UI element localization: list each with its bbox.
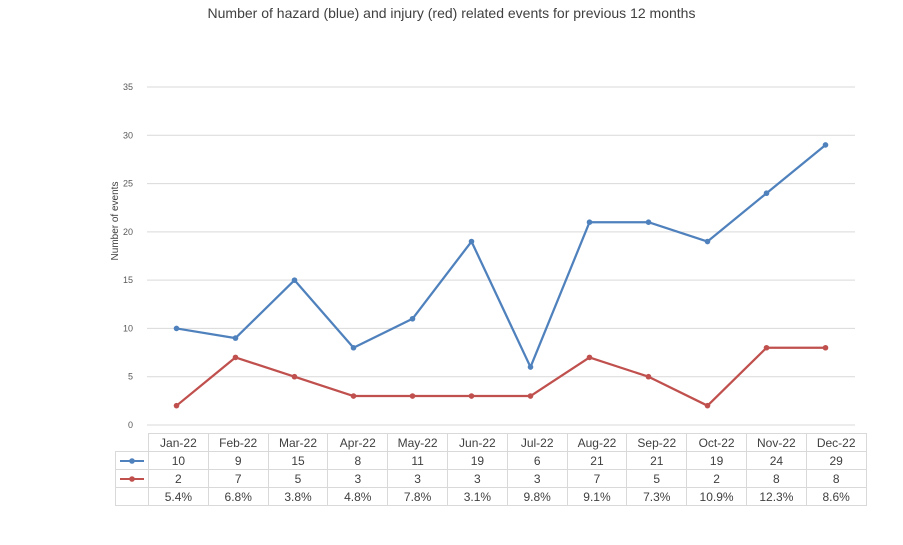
- data-point: [409, 315, 416, 322]
- table-cell: 9.1%: [566, 487, 628, 506]
- table-cell: Sep-22: [626, 433, 688, 452]
- data-point: [232, 354, 239, 361]
- y-tick-label: 5: [128, 372, 133, 382]
- table-cell: 15: [267, 451, 329, 470]
- table-series-row-1: 10 9 15 8 11 19 6 21 21 19 24 29: [115, 451, 867, 470]
- table-cell: 21: [566, 451, 628, 470]
- table-cell: 5: [267, 469, 329, 488]
- table-cell: 19: [446, 451, 508, 470]
- legend-key-cell: [115, 487, 149, 506]
- legend-key-cell: [115, 469, 149, 488]
- table-cell: Jan-22: [148, 433, 209, 452]
- table-cell: 6.8%: [207, 487, 269, 506]
- table-cell: Jul-22: [506, 433, 568, 452]
- table-cell: 5: [626, 469, 688, 488]
- data-point: [468, 393, 475, 399]
- legend-key-cell: [115, 433, 149, 452]
- table-cell: 3: [446, 469, 508, 488]
- data-point: [291, 373, 298, 380]
- table-cell: Jun-22: [446, 433, 508, 452]
- table-cell: 3: [387, 469, 448, 488]
- series-lines: [173, 142, 829, 409]
- table-cell: 2: [148, 469, 209, 488]
- data-point: [763, 344, 770, 351]
- data-point: [645, 219, 652, 225]
- table-header-row: Jan-22 Feb-22 Mar-22 Apr-22 May-22 Jun-22 Jul-…: [115, 433, 867, 452]
- data-point: [527, 393, 534, 399]
- y-axis-ticks: 0 5 10 15 20 25 30 35: [123, 82, 133, 430]
- data-point: [586, 219, 593, 225]
- data-point: [822, 142, 829, 148]
- data-point: [232, 335, 239, 341]
- data-point: [704, 402, 711, 409]
- table-cell: 2: [686, 469, 747, 488]
- data-point: [350, 393, 357, 399]
- table-cell: 9.8%: [506, 487, 568, 506]
- table-cell: 8.6%: [805, 487, 867, 506]
- y-axis-label: Number of events: [110, 182, 121, 261]
- y-tick-label: 20: [123, 227, 133, 237]
- legend-key-cell: [115, 451, 149, 470]
- series-line-1: [176, 144, 827, 369]
- table-cell: Dec-22: [805, 433, 867, 452]
- data-table: Jan-22 Feb-22 Mar-22 Apr-22 May-22 Jun-22 Jul-…: [115, 433, 867, 506]
- table-cell: Nov-22: [745, 433, 807, 452]
- table-cell: 3.1%: [446, 487, 508, 506]
- table-cell: 19: [686, 451, 747, 470]
- data-point: [645, 373, 652, 380]
- table-cell: Feb-22: [207, 433, 269, 452]
- table-cell: 9: [207, 451, 269, 470]
- table-cell: 11: [387, 451, 448, 470]
- table-cell: 7.8%: [387, 487, 448, 506]
- table-cell: 8: [327, 451, 389, 470]
- y-tick-label: 15: [123, 275, 133, 285]
- table-cell: 4.8%: [327, 487, 389, 506]
- table-cell: 5.4%: [148, 487, 209, 506]
- series-line-2: [175, 346, 826, 407]
- table-cell: 21: [626, 451, 688, 470]
- data-point: [350, 344, 357, 351]
- table-cell: 7: [566, 469, 628, 488]
- table-cell: 8: [745, 469, 807, 488]
- table-cell: 24: [745, 451, 807, 470]
- data-point: [527, 364, 534, 370]
- chart-title: Number of hazard (blue) and injury (red)…: [207, 5, 696, 21]
- table-cell: 6: [506, 451, 568, 470]
- data-point: [763, 190, 770, 197]
- y-tick-label: 10: [123, 323, 133, 333]
- data-point: [173, 402, 180, 409]
- table-cell: 3: [506, 469, 568, 488]
- y-tick-label: 35: [123, 82, 133, 92]
- gridlines: [147, 86, 855, 426]
- table-cell: 10: [148, 451, 209, 470]
- table-cell: 8: [805, 469, 867, 488]
- table-cell: Aug-22: [566, 433, 628, 452]
- data-point: [409, 393, 416, 399]
- table-cell: 10.9%: [686, 487, 747, 506]
- table-cell: Mar-22: [267, 433, 329, 452]
- data-point: [822, 344, 829, 351]
- table-cell: May-22: [387, 433, 448, 452]
- legend-marker: [120, 475, 144, 482]
- legend-marker: [120, 457, 144, 464]
- table-cell: 7: [207, 469, 269, 488]
- y-tick-label: 30: [123, 130, 133, 140]
- table-cell: 29: [805, 451, 867, 470]
- table-percent-row: 5.4% 6.8% 3.8% 4.8% 7.8% 3.1% 9.8% 9.1% 7.3% 10.9…: [115, 487, 867, 506]
- y-tick-label: 0: [128, 420, 133, 430]
- data-point: [586, 354, 593, 361]
- table-cell: Oct-22: [686, 433, 747, 452]
- y-tick-label: 25: [123, 179, 133, 189]
- data-point: [291, 277, 298, 283]
- table-cell: 7.3%: [626, 487, 688, 506]
- table-cell: 3: [327, 469, 389, 488]
- data-point: [468, 238, 475, 245]
- data-point: [173, 325, 180, 332]
- table-cell: 12.3%: [745, 487, 807, 506]
- table-cell: 3.8%: [267, 487, 329, 506]
- data-point: [704, 238, 711, 245]
- table-cell: Apr-22: [327, 433, 389, 452]
